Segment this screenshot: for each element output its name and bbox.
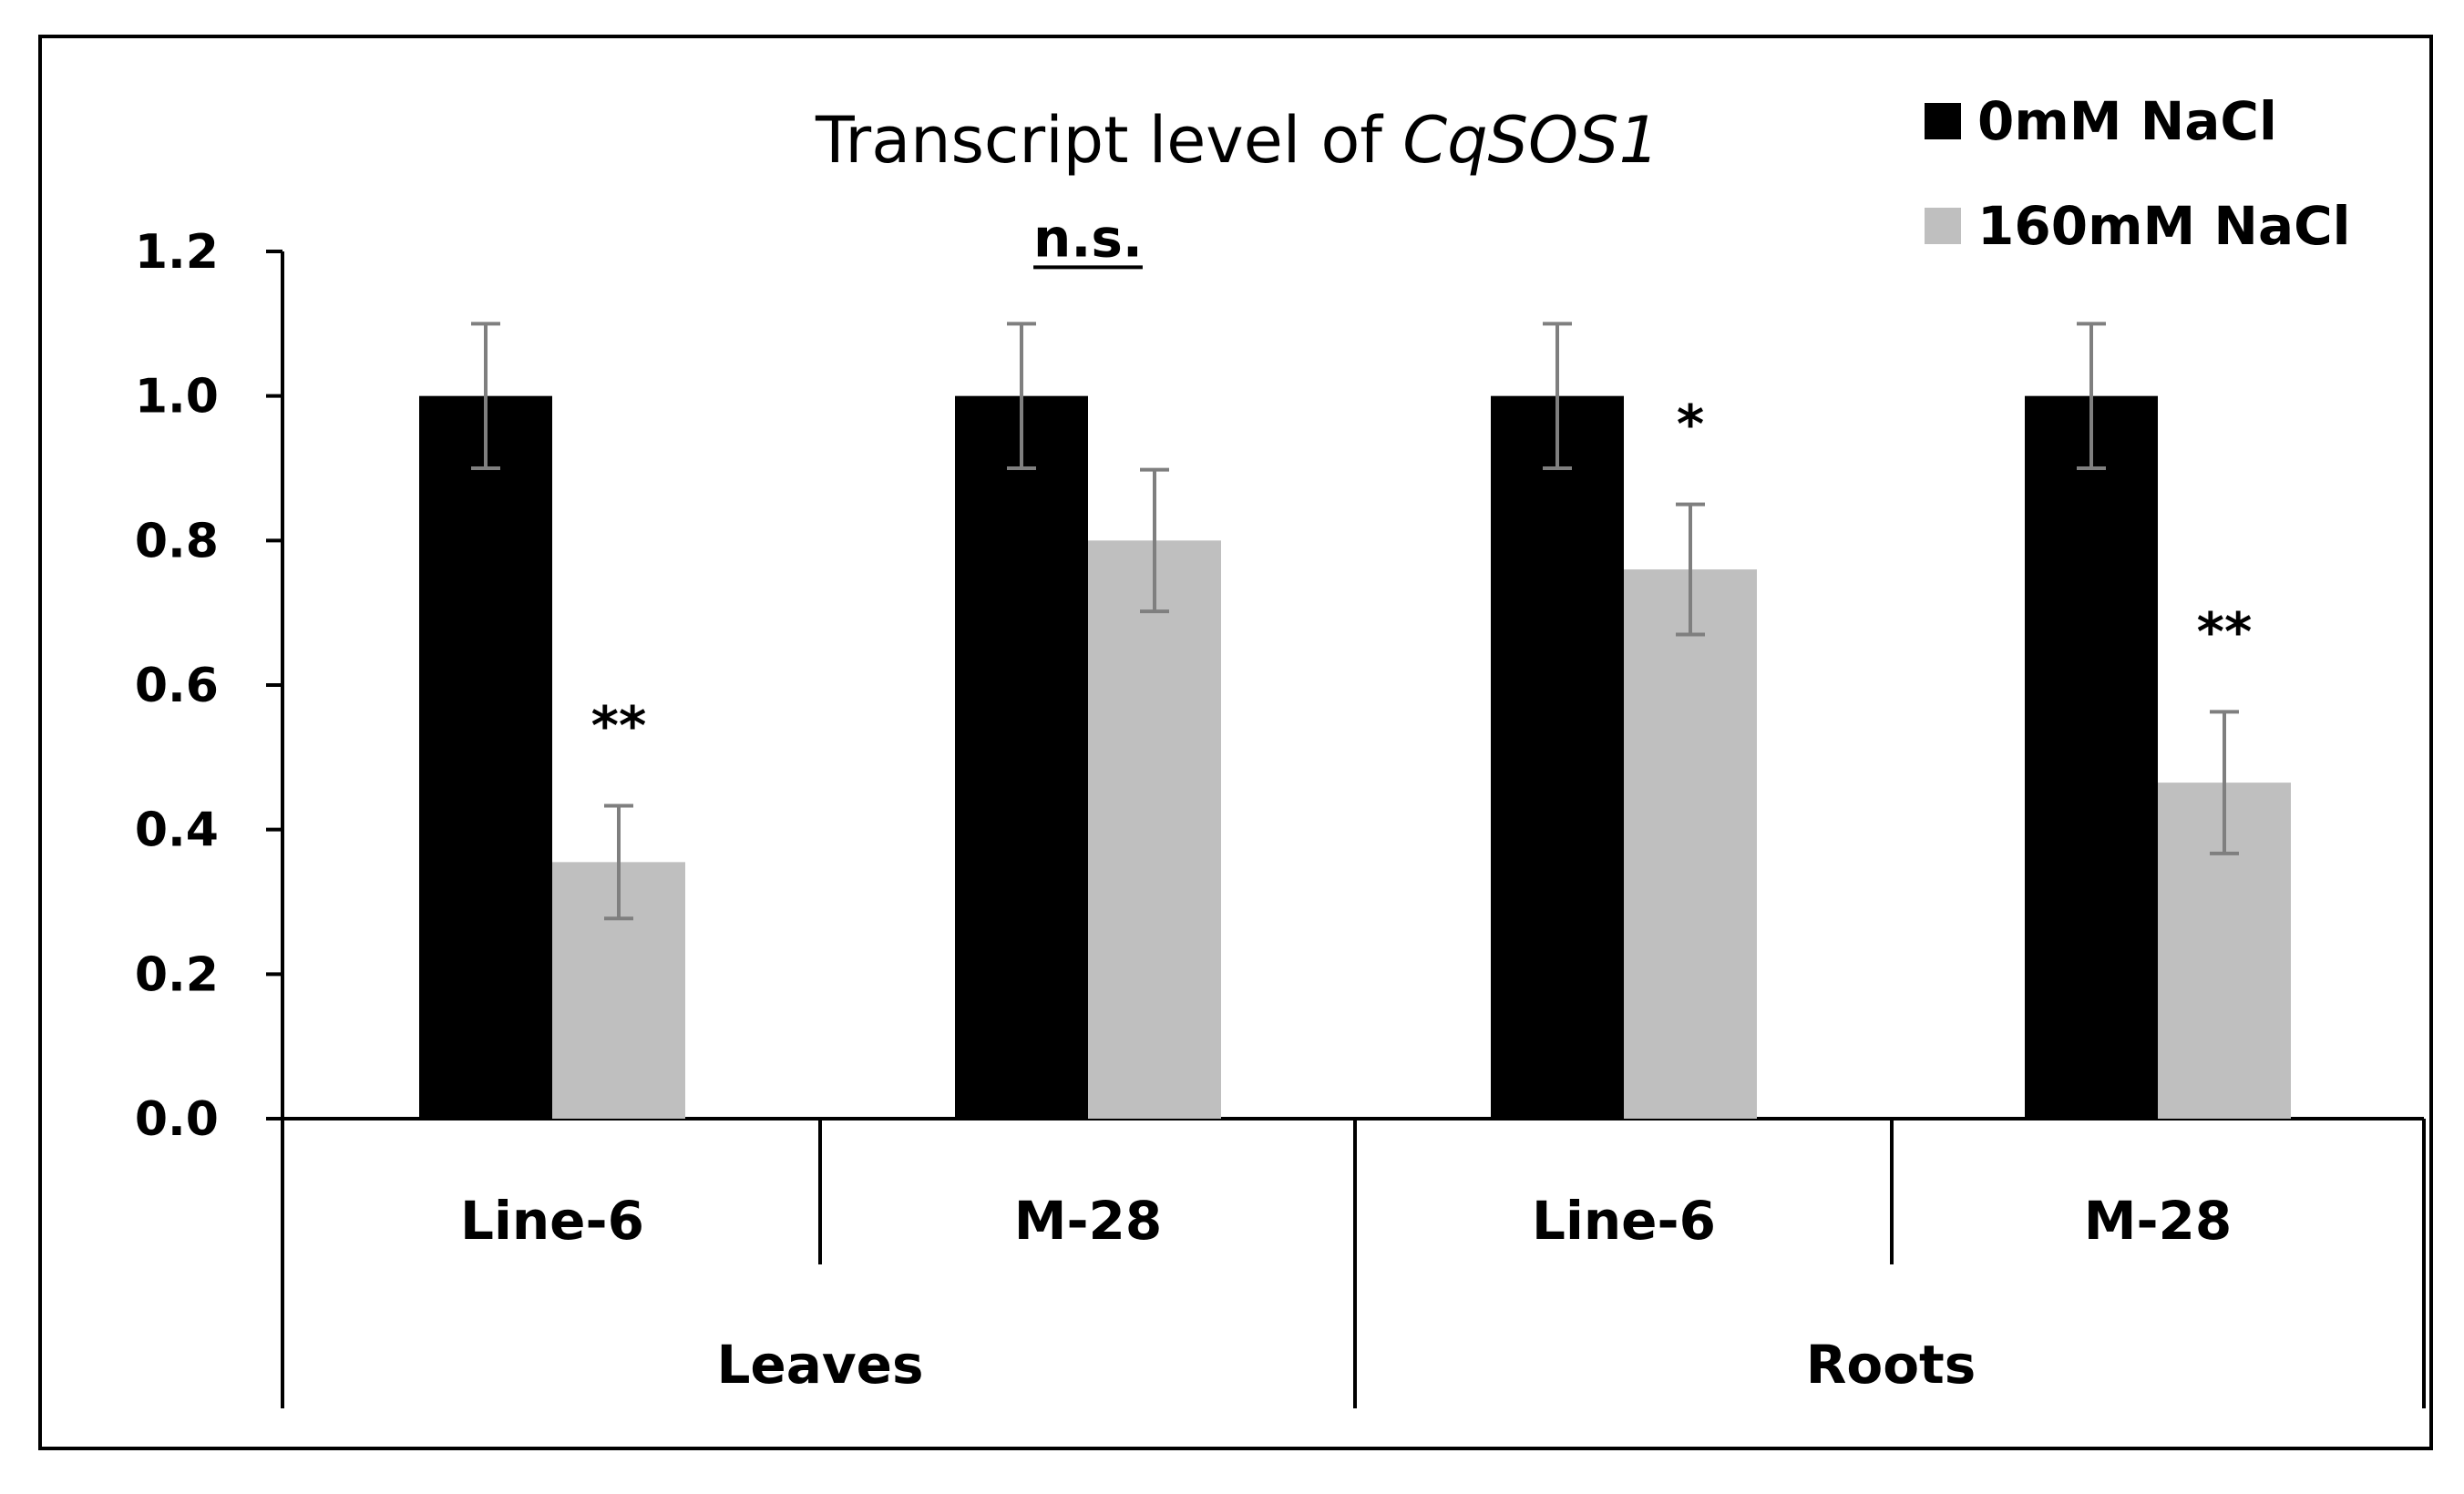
legend-label-0mm-nacl: 0mM NaCl <box>1977 90 2277 152</box>
y-tick-label: 0.8 <box>135 514 219 568</box>
bar-0mm-nacl <box>1491 395 1624 1120</box>
x-category-label: Line-6 <box>1532 1190 1716 1252</box>
legend-swatch-160mm-nacl <box>1925 208 1961 244</box>
significance-label: ** <box>2197 600 2253 662</box>
x-category-label: Line-6 <box>460 1190 644 1252</box>
significance-label-ns: n.s. <box>1033 207 1143 269</box>
y-tick-label: 1.0 <box>135 370 219 425</box>
chart-title-text: Transcript level of <box>815 103 1402 178</box>
bar-0mm-nacl <box>419 395 552 1120</box>
legend-swatch-0mm-nacl <box>1925 103 1961 139</box>
x-axis: Line-6 M-28 Line-6 M-28 Leaves Roots <box>281 1117 2426 1408</box>
x-category-label: M-28 <box>1014 1190 1163 1252</box>
y-tick-label: 0.6 <box>135 659 219 713</box>
bar-0mm-nacl <box>2025 395 2158 1120</box>
x-group-label: Leaves <box>716 1334 923 1396</box>
significance-label: * <box>1677 394 1704 455</box>
bar-160mm-nacl <box>1624 569 1757 1119</box>
y-axis: 0.0 0.2 0.4 0.6 0.8 1.0 1.2 <box>135 225 284 1147</box>
legend: 0mM NaCl 160mM NaCl <box>1925 90 2351 257</box>
significance-label: ** <box>591 694 647 756</box>
y-tick-label: 0.0 <box>135 1092 219 1147</box>
x-group-label: Roots <box>1806 1334 1976 1396</box>
chart-title: Transcript level of CqSOS1 <box>815 103 1659 178</box>
chart-title-gene: CqSOS1 <box>1402 103 1659 178</box>
y-tick-label: 1.2 <box>135 225 219 280</box>
legend-label-160mm-nacl: 160mM NaCl <box>1977 195 2351 257</box>
plot-area: **n.s.*** <box>419 207 2291 1120</box>
bar-160mm-nacl <box>1088 540 1221 1119</box>
x-category-label: M-28 <box>2084 1190 2233 1252</box>
y-tick-label: 0.2 <box>135 947 219 1002</box>
y-tick-label: 0.4 <box>135 803 219 858</box>
bar-0mm-nacl <box>955 395 1088 1120</box>
